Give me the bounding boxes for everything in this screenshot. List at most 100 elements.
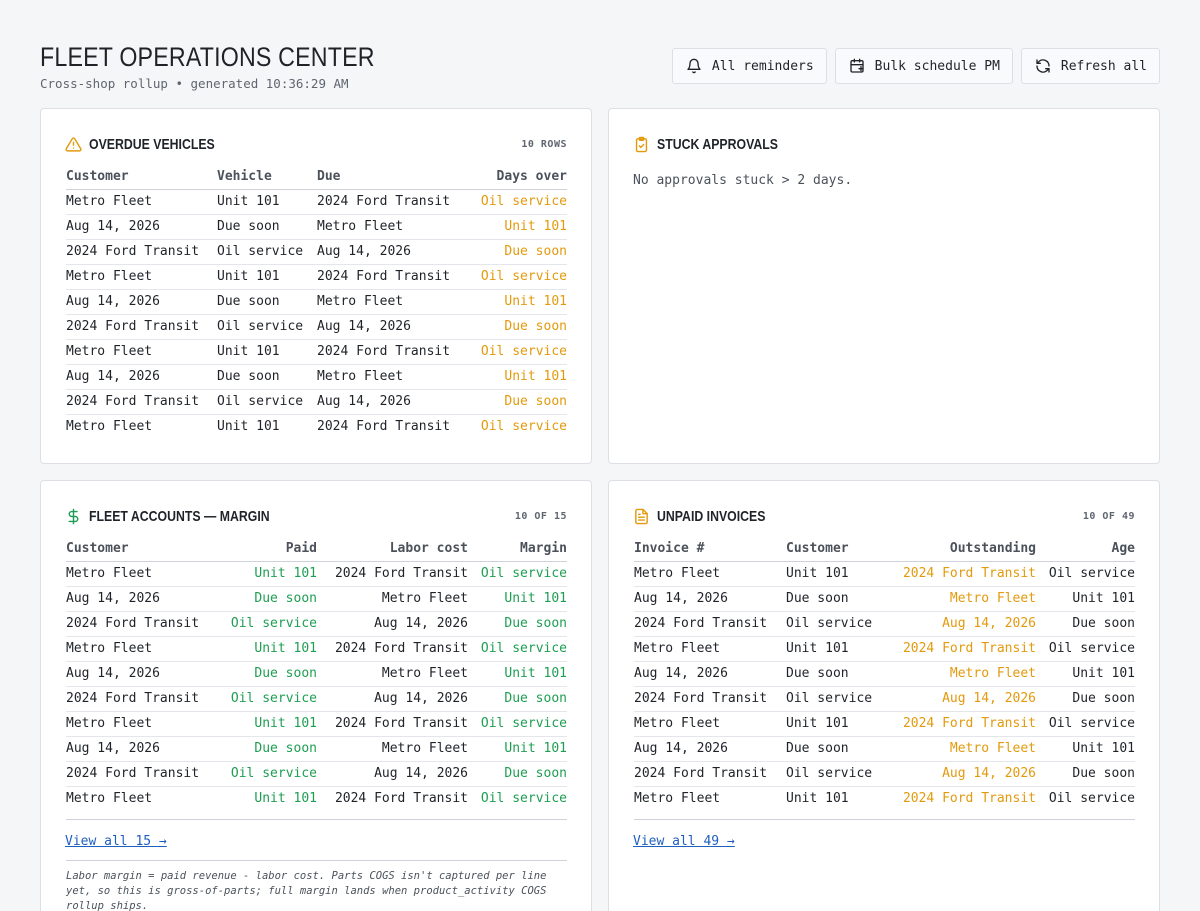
view-all-unpaid-link[interactable]: View all 49 →	[633, 834, 735, 849]
table-cell: Unit 101	[786, 791, 849, 807]
fleet-accounts-margin-table: Customer Paid Labor cost Margin Metro Fl…	[66, 537, 567, 811]
table-cell: Aug 14, 2026	[66, 289, 217, 315]
table-cell: Aug 14, 2026	[317, 389, 467, 415]
table-cell: Aug 14, 2026	[886, 611, 1036, 637]
table-row[interactable]: 2024 Ford Transit Oil service Aug 14, 2026…	[634, 686, 1135, 712]
table-row[interactable]: Metro Fleet Unit 101 2024 Ford Transit Oil …	[66, 264, 567, 290]
stuck-approvals-card: STUCK APPROVALS No approvals stuck > 2 d…	[608, 108, 1160, 464]
unpaid-row-count: 10 OF 49	[1082, 510, 1135, 522]
table-row[interactable]: Metro Fleet Unit 101 2024 Ford Transit Oil …	[66, 414, 567, 439]
table-row[interactable]: Aug 14, 2026 Due soon Metro Fleet Unit 101	[66, 289, 567, 315]
table-cell: Due soon	[786, 586, 886, 612]
table-cell: Aug 14, 2026	[317, 314, 467, 340]
unpaid-invoices-header: UNPAID INVOICES 10 OF 49	[633, 505, 1135, 527]
table-cell: Oil service	[786, 686, 886, 712]
refresh-all-button[interactable]: Refresh all	[1020, 48, 1160, 84]
overdue-vehicles-card: OVERDUE VEHICLES 10 ROWS Customer Vehicl…	[40, 108, 592, 464]
table-cell: Due soon	[468, 686, 567, 712]
table-cell: Due soon	[786, 661, 886, 687]
table-row[interactable]: Metro Fleet Unit 101 2024 Ford Transit Oil …	[66, 636, 567, 662]
table-row[interactable]: 2024 Ford Transit Oil service Aug 14, 2026…	[66, 314, 567, 340]
table-row[interactable]: Metro Fleet Unit 101 2024 Ford Transit Oil …	[634, 636, 1135, 662]
table-row[interactable]: 2024 Ford Transit Oil service Aug 14, 2026…	[66, 239, 567, 265]
table-cell: Metro Fleet	[886, 586, 1036, 612]
table-cell: Due soon	[1036, 761, 1135, 787]
table-row[interactable]: Aug 14, 2026 Due soon Metro Fleet Unit 101	[66, 586, 567, 612]
table-row[interactable]: 2024 Ford Transit Oil service Aug 14, 2026…	[66, 761, 567, 787]
table-row[interactable]: Metro Fleet Unit 101 2024 Ford Transit Oil …	[634, 711, 1135, 737]
table-cell: Oil service	[467, 189, 567, 215]
table-cell: Oil service	[217, 761, 317, 787]
table-row[interactable]: Metro Fleet Unit 101 2024 Ford Transit Oil …	[634, 786, 1135, 811]
column-header: Age	[1036, 537, 1135, 562]
table-cell: 2024 Ford Transit	[317, 711, 468, 737]
view-all-margin-link[interactable]: View all 15 →	[65, 834, 167, 849]
table-cell: Unit 101	[467, 214, 567, 240]
table-cell: Oil service	[1036, 711, 1135, 737]
table-cell: Unit 101	[217, 419, 280, 435]
column-header: Vehicle	[217, 165, 317, 190]
table-cell: Metro Fleet	[317, 364, 467, 390]
page-subtitle: Cross-shop rollup • generated 10:36:29 A…	[40, 76, 349, 91]
column-header: Outstanding	[886, 537, 1036, 562]
table-cell: Due soon	[1036, 611, 1135, 637]
table-cell: Metro Fleet	[66, 339, 217, 365]
table-row[interactable]: Metro Fleet Unit 101 2024 Ford Transit Oil …	[66, 786, 567, 811]
table-row[interactable]: Aug 14, 2026 Due soon Metro Fleet Unit 101	[634, 661, 1135, 687]
calendar-plus-icon	[849, 58, 865, 74]
table-cell: Metro Fleet	[634, 711, 786, 737]
overdue-vehicles-title: OVERDUE VEHICLES	[89, 135, 215, 153]
table-cell: Unit 101	[217, 561, 317, 587]
table-row[interactable]: Metro Fleet Unit 101 2024 Ford Transit Oil …	[634, 561, 1135, 587]
overdue-vehicles-header: OVERDUE VEHICLES 10 ROWS	[65, 133, 567, 155]
table-cell: 2024 Ford Transit	[317, 561, 468, 587]
table-row[interactable]: Aug 14, 2026 Due soon Metro Fleet Unit 101	[66, 736, 567, 762]
table-cell: Oil service	[467, 339, 567, 365]
table-cell: Unit 101	[1036, 661, 1135, 687]
stuck-approvals-title: STUCK APPROVALS	[657, 135, 778, 153]
table-row[interactable]: Metro Fleet Unit 101 2024 Ford Transit Oil …	[66, 189, 567, 215]
fleet-accounts-margin-header: FLEET ACCOUNTS — MARGIN 10 OF 15	[65, 505, 567, 527]
table-cell: Metro Fleet	[66, 264, 217, 290]
table-cell: Due soon	[217, 736, 317, 762]
table-cell: Aug 14, 2026	[66, 364, 217, 390]
table-cell: Due soon	[467, 389, 567, 415]
table-row[interactable]: Metro Fleet Unit 101 2024 Ford Transit Oil …	[66, 711, 567, 737]
table-row[interactable]: 2024 Ford Transit Oil service Aug 14, 2026…	[66, 389, 567, 415]
table-row[interactable]: 2024 Ford Transit Oil service Aug 14, 2026…	[634, 761, 1135, 787]
table-cell: Due soon	[468, 611, 567, 637]
table-row[interactable]: 2024 Ford Transit Oil service Aug 14, 2026…	[66, 611, 567, 637]
table-cell: Aug 14, 2026	[317, 611, 468, 637]
table-cell: Due soon	[217, 289, 317, 315]
refresh-icon	[1035, 58, 1051, 74]
table-row[interactable]: Aug 14, 2026 Due soon Metro Fleet Unit 101	[634, 586, 1135, 612]
table-cell: Unit 101	[468, 736, 567, 762]
table-cell: 2024 Ford Transit	[317, 636, 468, 662]
table-cell: Due soon	[217, 364, 317, 390]
table-row[interactable]: Metro Fleet Unit 101 2024 Ford Transit Oil …	[66, 339, 567, 365]
table-row[interactable]: Aug 14, 2026 Due soon Metro Fleet Unit 101	[634, 736, 1135, 762]
warning-triangle-icon	[65, 136, 82, 153]
table-cell: Aug 14, 2026	[634, 736, 786, 762]
table-cell: Unit 101	[217, 339, 317, 365]
table-cell: 2024 Ford Transit	[902, 791, 1036, 807]
table-cell: Metro Fleet	[317, 289, 467, 315]
table-row[interactable]: Aug 14, 2026 Due soon Metro Fleet Unit 101	[66, 214, 567, 240]
table-row[interactable]: 2024 Ford Transit Oil service Aug 14, 2026…	[634, 611, 1135, 637]
bulk-schedule-pm-button[interactable]: Bulk schedule PM	[834, 48, 1013, 84]
divider	[66, 819, 567, 820]
all-reminders-button[interactable]: All reminders	[671, 48, 827, 84]
table-row[interactable]: Aug 14, 2026 Due soon Metro Fleet Unit 101	[66, 661, 567, 687]
table-cell: Metro Fleet	[66, 791, 153, 807]
table-row[interactable]: Aug 14, 2026 Due soon Metro Fleet Unit 101	[66, 364, 567, 390]
table-cell: 2024 Ford Transit	[66, 611, 217, 637]
table-cell: 2024 Ford Transit	[317, 419, 451, 435]
table-row[interactable]: Metro Fleet Unit 101 2024 Ford Transit Oil …	[66, 561, 567, 587]
table-cell: Unit 101	[217, 711, 317, 737]
table-cell: Aug 14, 2026	[66, 586, 217, 612]
table-cell: 2024 Ford Transit	[886, 561, 1036, 587]
table-cell: Unit 101	[467, 364, 567, 390]
page-title: FLEET OPERATIONS CENTER	[40, 42, 375, 72]
table-row[interactable]: 2024 Ford Transit Oil service Aug 14, 2026…	[66, 686, 567, 712]
unpaid-invoices-card: UNPAID INVOICES 10 OF 49 Invoice # Custo…	[608, 480, 1160, 911]
